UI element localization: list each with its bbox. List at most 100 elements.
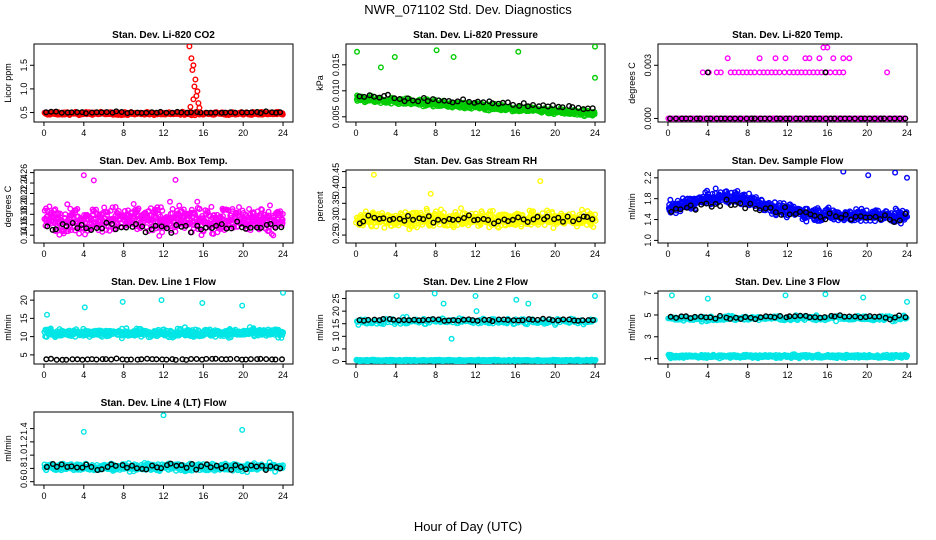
data-point bbox=[877, 216, 884, 223]
data-point bbox=[218, 221, 225, 228]
y-tick-label: 0.35 bbox=[331, 195, 341, 213]
data-point bbox=[203, 355, 210, 362]
x-tick-label: 0 bbox=[353, 249, 358, 259]
data-point bbox=[172, 356, 179, 363]
data-point bbox=[391, 95, 398, 102]
data-point bbox=[707, 115, 714, 122]
x-tick-label: 12 bbox=[158, 128, 168, 138]
data-point bbox=[176, 202, 183, 209]
data-point bbox=[380, 316, 387, 323]
data-point bbox=[540, 315, 547, 322]
data-point bbox=[58, 109, 65, 116]
data-point bbox=[189, 66, 196, 73]
data-point bbox=[59, 356, 66, 363]
data-point bbox=[435, 97, 442, 104]
data-point bbox=[380, 215, 387, 222]
y-tick-label: 25 bbox=[331, 294, 341, 304]
y-tick-label: 15 bbox=[19, 313, 29, 323]
data-point bbox=[239, 302, 246, 309]
x-tick-label: 20 bbox=[238, 370, 248, 380]
data-point bbox=[144, 355, 151, 362]
plot-frame bbox=[345, 290, 606, 365]
data-point bbox=[213, 222, 220, 229]
data-point bbox=[826, 210, 833, 217]
data-point bbox=[559, 104, 566, 111]
data-point bbox=[816, 115, 823, 122]
data-point bbox=[163, 356, 170, 363]
data-point bbox=[797, 115, 804, 122]
data-point bbox=[589, 216, 596, 223]
data-point bbox=[365, 316, 372, 323]
data-point bbox=[865, 172, 872, 179]
y-tick-label: 0.40 bbox=[331, 179, 341, 197]
data-point bbox=[840, 55, 847, 62]
data-point bbox=[741, 115, 748, 122]
data-point bbox=[530, 216, 537, 223]
data-point bbox=[99, 356, 106, 363]
data-point bbox=[866, 214, 873, 221]
data-point bbox=[178, 109, 185, 116]
data-point bbox=[460, 96, 467, 103]
data-point bbox=[555, 214, 562, 221]
data-point bbox=[396, 95, 403, 102]
data-point bbox=[448, 335, 455, 342]
data-point bbox=[550, 224, 557, 231]
x-tick-label: 24 bbox=[590, 128, 600, 138]
data-point bbox=[88, 226, 95, 233]
data-point bbox=[44, 223, 51, 230]
data-point bbox=[524, 218, 531, 225]
data-point bbox=[441, 217, 448, 224]
data-point bbox=[153, 356, 160, 363]
data-point bbox=[831, 115, 838, 122]
data-point bbox=[52, 206, 59, 213]
data-point bbox=[132, 220, 139, 227]
data-point bbox=[246, 205, 253, 212]
data-point bbox=[242, 356, 249, 363]
data-point bbox=[806, 55, 813, 62]
x-tick-label: 20 bbox=[238, 128, 248, 138]
data-points bbox=[41, 44, 286, 119]
data-point bbox=[263, 356, 270, 363]
data-point bbox=[194, 88, 201, 95]
data-point bbox=[782, 204, 789, 211]
data-point bbox=[592, 74, 599, 81]
data-point bbox=[896, 217, 903, 224]
data-point bbox=[712, 200, 719, 207]
x-tick-label: 24 bbox=[902, 249, 912, 259]
x-tick-label: 20 bbox=[550, 370, 560, 380]
data-point bbox=[265, 208, 272, 215]
figure-x-label: Hour of Day (UTC) bbox=[414, 519, 522, 534]
data-point bbox=[776, 69, 783, 76]
data-point bbox=[78, 221, 85, 228]
x-tick-label: 12 bbox=[470, 370, 480, 380]
data-point bbox=[183, 356, 190, 363]
data-point bbox=[193, 92, 200, 99]
panel-title: Stan. Dev. Li-820 Pressure bbox=[413, 30, 538, 41]
panel-title: Stan. Dev. Line 2 Flow bbox=[423, 277, 528, 288]
x-tick-label: 0 bbox=[353, 128, 358, 138]
y-tick-label: 0.24 bbox=[19, 174, 29, 192]
x-tick-label: 16 bbox=[822, 128, 832, 138]
data-point bbox=[377, 64, 384, 71]
data-point bbox=[62, 211, 69, 218]
data-point bbox=[431, 291, 438, 297]
data-point bbox=[103, 219, 110, 226]
data-point bbox=[270, 232, 277, 239]
x-tick-label: 16 bbox=[510, 128, 520, 138]
data-point bbox=[74, 225, 81, 232]
data-points bbox=[353, 44, 599, 120]
data-point bbox=[900, 115, 907, 122]
x-tick-label: 8 bbox=[121, 128, 126, 138]
data-point bbox=[534, 213, 541, 220]
data-point bbox=[591, 109, 598, 116]
data-point bbox=[154, 204, 161, 211]
data-point bbox=[592, 211, 599, 218]
data-point bbox=[848, 216, 855, 223]
data-point bbox=[827, 69, 834, 76]
data-point bbox=[130, 200, 137, 207]
data-point bbox=[811, 212, 818, 219]
data-point bbox=[159, 229, 166, 236]
